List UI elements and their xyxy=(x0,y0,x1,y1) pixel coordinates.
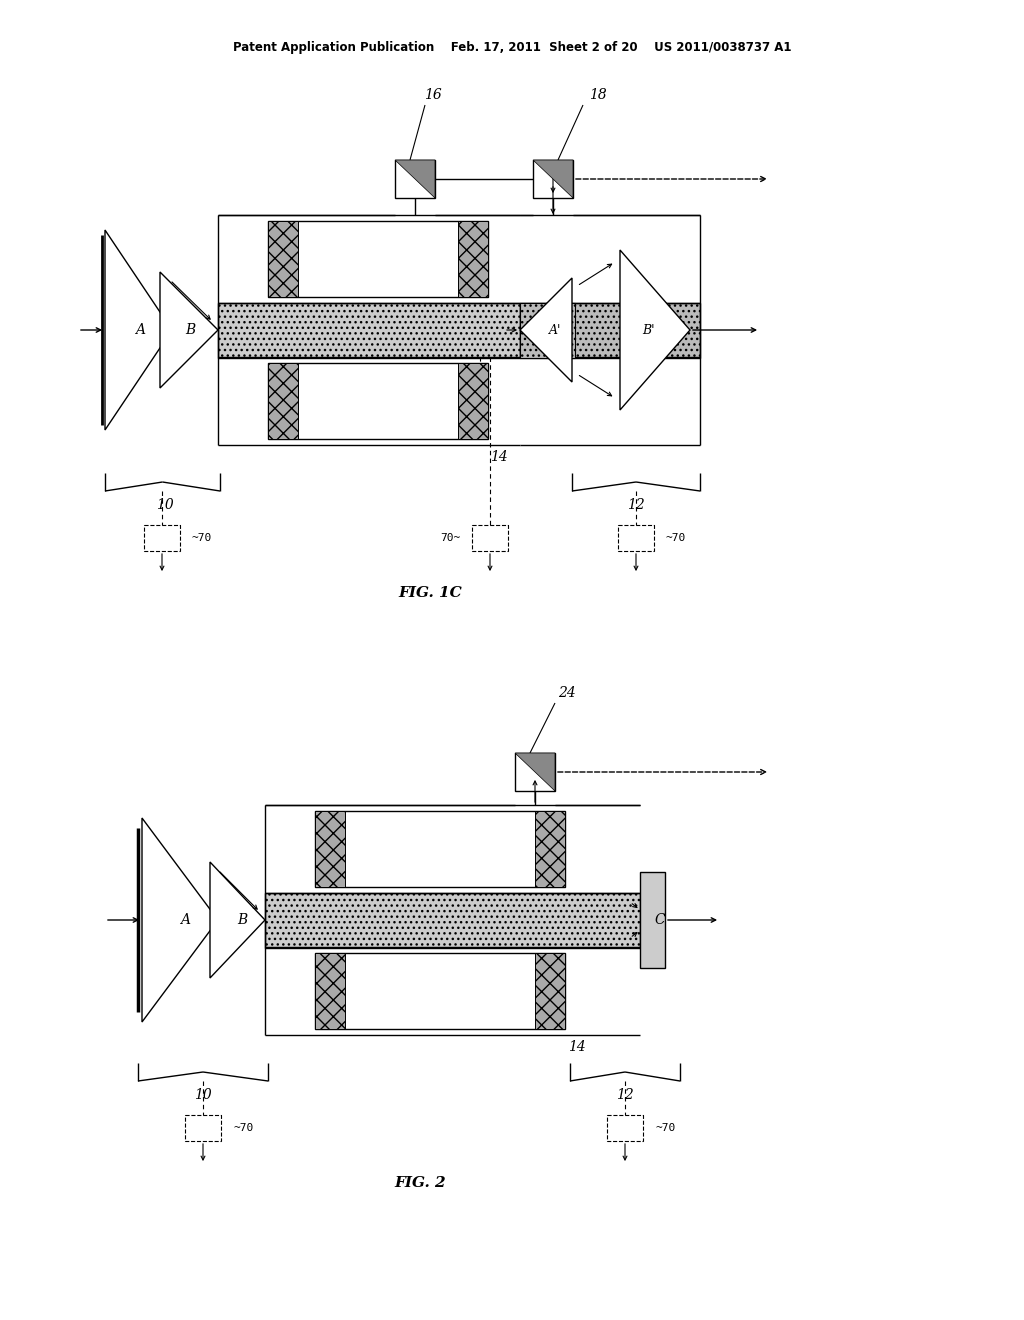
Bar xyxy=(534,160,573,198)
Text: 10: 10 xyxy=(156,498,174,512)
Polygon shape xyxy=(395,160,435,198)
Bar xyxy=(218,304,520,358)
Polygon shape xyxy=(210,862,265,978)
Text: 70~: 70~ xyxy=(439,533,460,543)
Bar xyxy=(472,525,508,550)
Bar xyxy=(185,1115,221,1140)
Text: ~70: ~70 xyxy=(655,1123,675,1133)
Bar xyxy=(268,220,298,297)
Text: C: C xyxy=(654,913,666,927)
Bar xyxy=(640,873,665,968)
Bar xyxy=(458,363,488,440)
Polygon shape xyxy=(515,752,555,791)
Text: ~70: ~70 xyxy=(233,1123,253,1133)
Bar xyxy=(268,363,488,440)
Polygon shape xyxy=(620,249,690,411)
Polygon shape xyxy=(534,160,573,198)
Text: A: A xyxy=(180,913,190,927)
Text: A': A' xyxy=(549,323,561,337)
Bar xyxy=(315,953,565,1030)
Bar xyxy=(535,953,565,1030)
Bar xyxy=(265,894,640,948)
Polygon shape xyxy=(105,230,172,430)
Bar xyxy=(520,304,575,358)
Text: ~70: ~70 xyxy=(666,533,686,543)
Text: 14: 14 xyxy=(490,450,508,465)
Bar xyxy=(515,752,555,791)
Bar xyxy=(268,363,298,440)
Text: FIG. 1C: FIG. 1C xyxy=(398,586,462,601)
Bar xyxy=(535,810,565,887)
Bar xyxy=(268,220,488,297)
Text: 14: 14 xyxy=(568,1040,586,1053)
Text: 10: 10 xyxy=(195,1088,212,1102)
Text: 12: 12 xyxy=(627,498,645,512)
Text: FIG. 2: FIG. 2 xyxy=(394,1176,445,1191)
Text: ~70: ~70 xyxy=(193,533,212,543)
Polygon shape xyxy=(520,279,572,381)
Text: 18: 18 xyxy=(589,88,607,102)
Text: A: A xyxy=(135,323,145,337)
Text: B: B xyxy=(237,913,247,927)
Polygon shape xyxy=(142,818,218,1022)
Bar xyxy=(315,810,565,887)
Bar xyxy=(520,304,700,358)
Polygon shape xyxy=(160,272,218,388)
Bar xyxy=(607,1115,643,1140)
Text: B': B' xyxy=(642,323,654,337)
Text: 12: 12 xyxy=(616,1088,634,1102)
Bar xyxy=(315,810,345,887)
Bar xyxy=(395,160,435,198)
Text: Patent Application Publication    Feb. 17, 2011  Sheet 2 of 20    US 2011/003873: Patent Application Publication Feb. 17, … xyxy=(232,41,792,54)
Text: B: B xyxy=(185,323,196,337)
Text: 16: 16 xyxy=(424,88,442,102)
Bar xyxy=(458,220,488,297)
Text: 24: 24 xyxy=(558,686,575,700)
Bar xyxy=(144,525,180,550)
Bar xyxy=(618,525,654,550)
Bar xyxy=(315,953,345,1030)
